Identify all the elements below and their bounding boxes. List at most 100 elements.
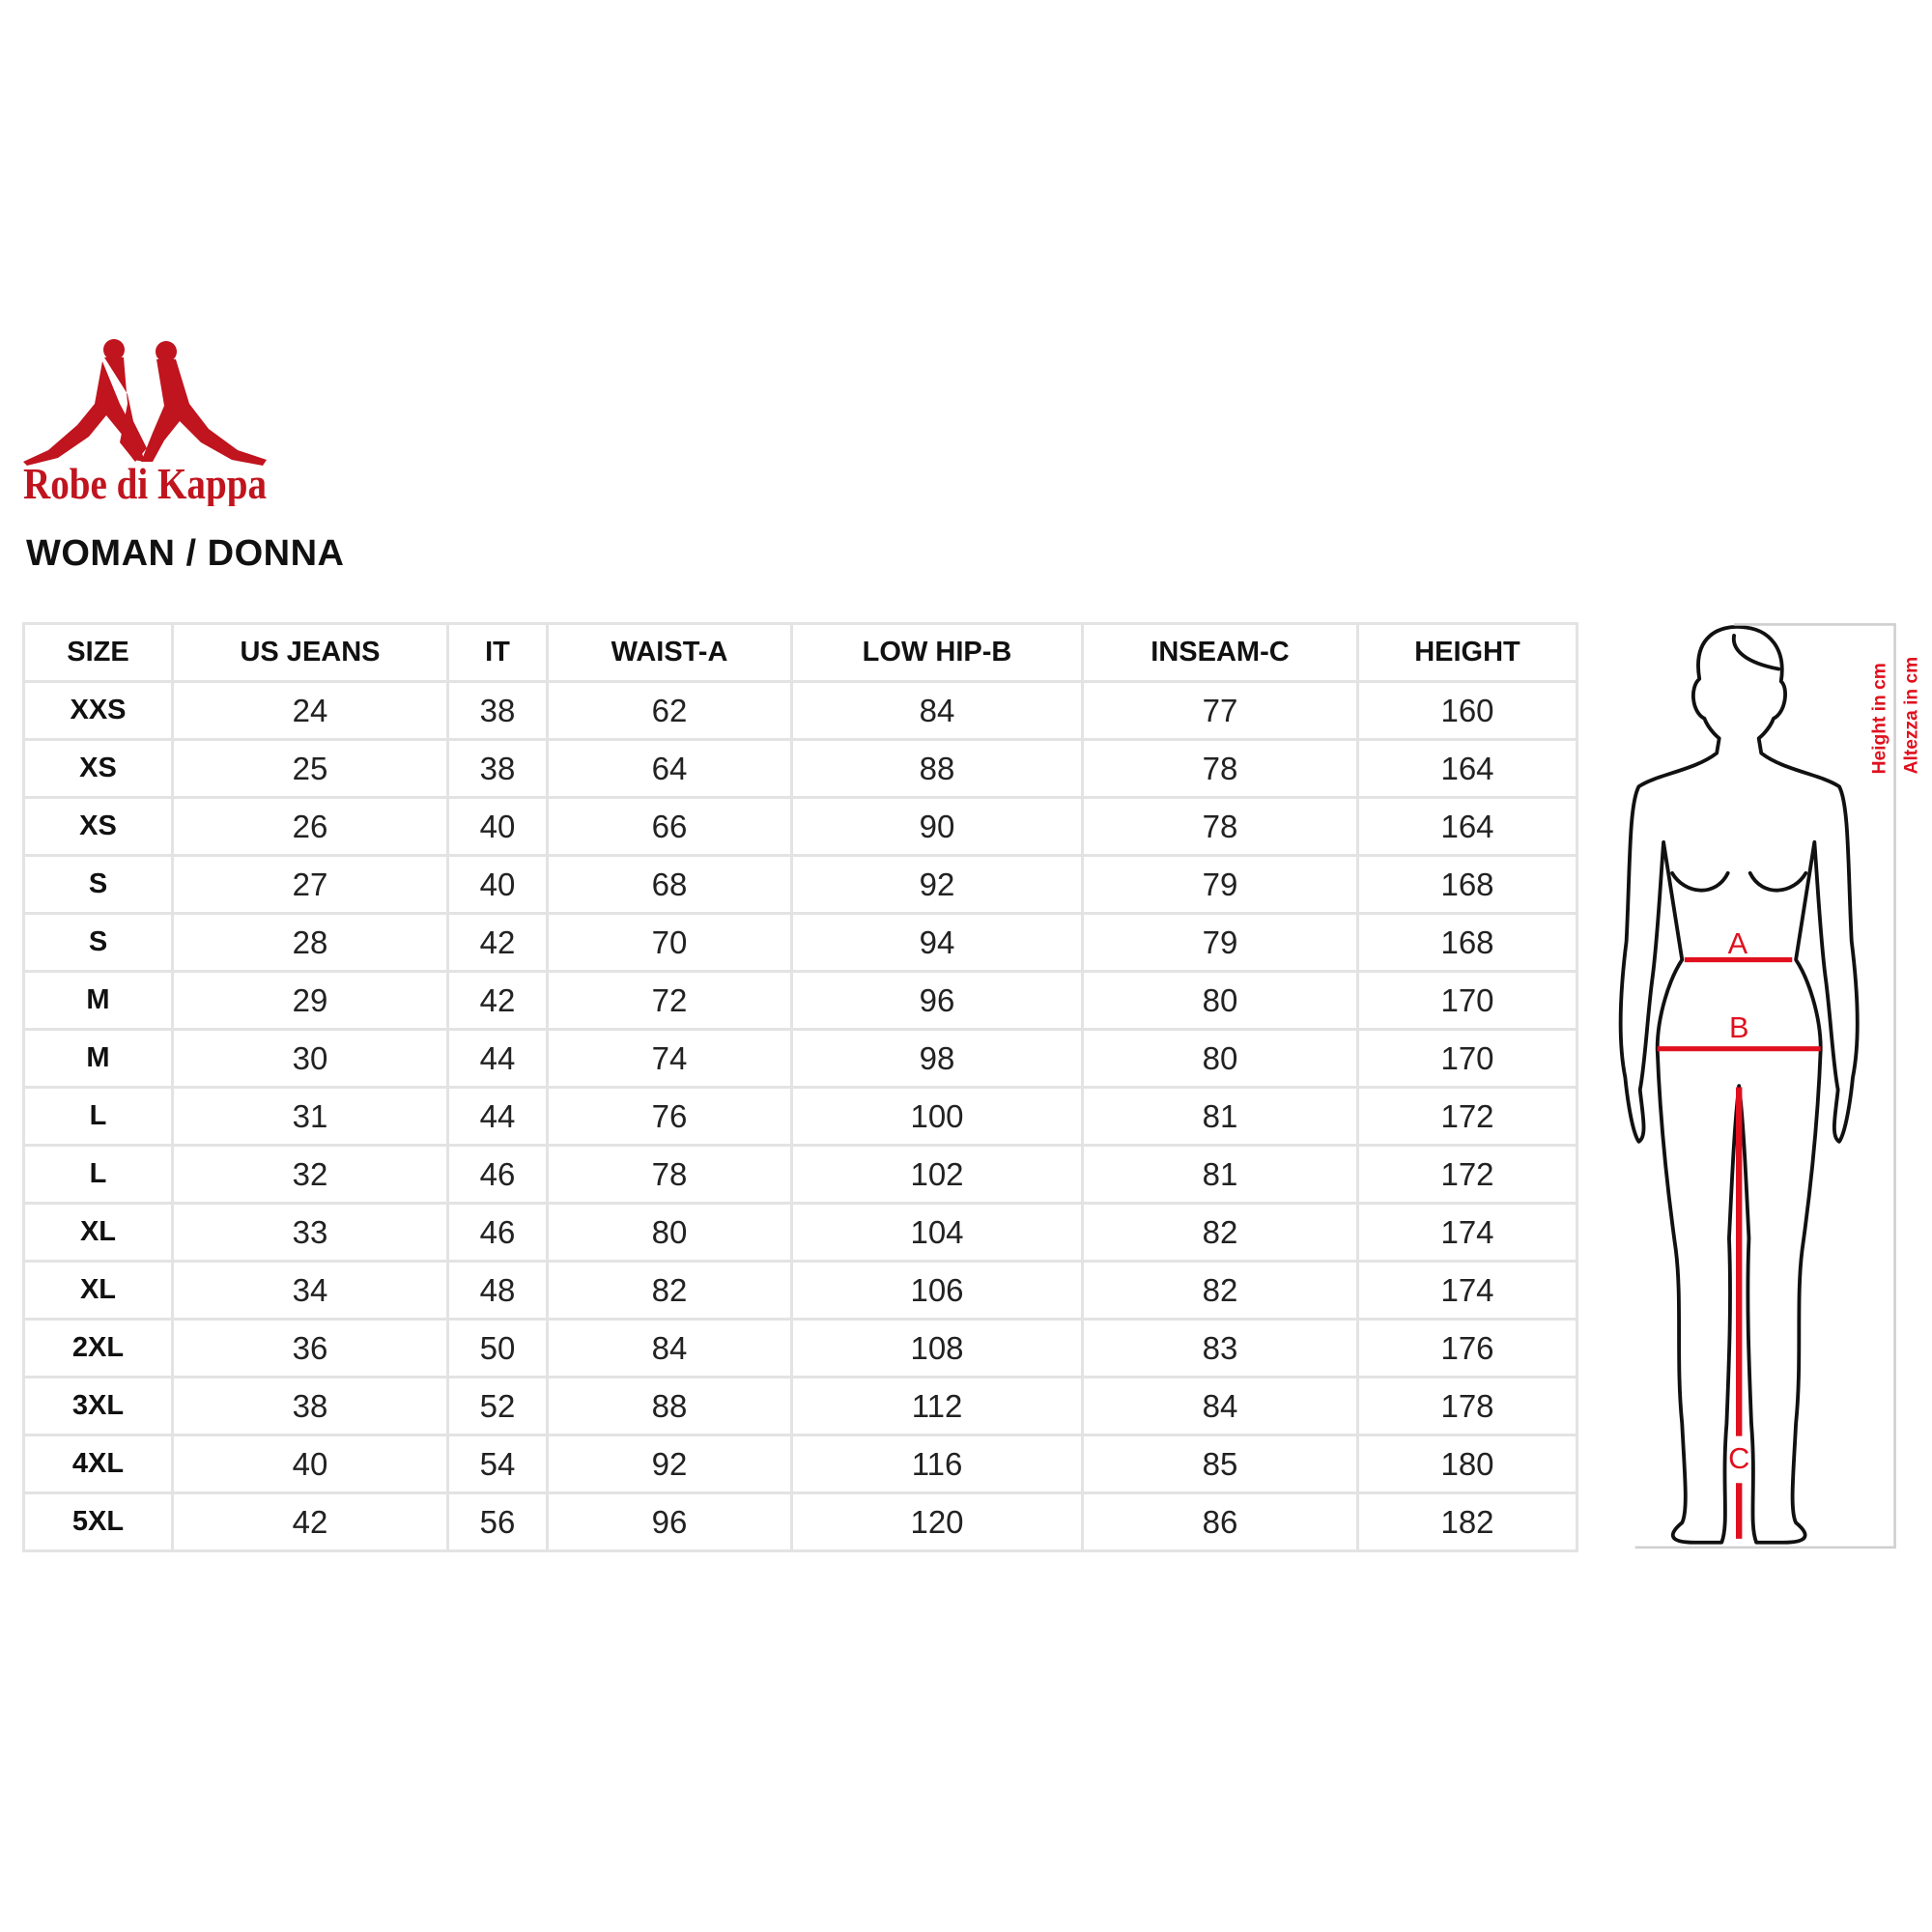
table-row: L 31 44 76 100 81 172 — [22, 1086, 1578, 1147]
size-cell: L — [22, 1086, 174, 1147]
table-cell: 120 — [790, 1492, 1084, 1552]
table-cell: 84 — [1081, 1376, 1359, 1436]
column-header-inseam-c: INSEAM-C — [1081, 622, 1359, 683]
table-cell: 116 — [790, 1434, 1084, 1494]
table-cell: 174 — [1356, 1260, 1578, 1321]
table-cell: 29 — [171, 970, 449, 1031]
column-header-waist-a: WAIST-A — [546, 622, 793, 683]
table-cell: 102 — [790, 1144, 1084, 1205]
table-cell: 172 — [1356, 1144, 1578, 1205]
table-cell: 52 — [446, 1376, 549, 1436]
table-cell: 96 — [790, 970, 1084, 1031]
table-cell: 81 — [1081, 1086, 1359, 1147]
size-cell: XS — [22, 796, 174, 857]
table-cell: 78 — [1081, 738, 1359, 799]
page-title: WOMAN / DONNA — [26, 533, 345, 574]
table-cell: 40 — [171, 1434, 449, 1494]
table-cell: 168 — [1356, 912, 1578, 973]
table-cell: 32 — [171, 1144, 449, 1205]
table-cell: 48 — [446, 1260, 549, 1321]
table-cell: 172 — [1356, 1086, 1578, 1147]
table-cell: 77 — [1081, 680, 1359, 741]
table-cell: 42 — [446, 970, 549, 1031]
table-row: 4XL 40 54 92 116 85 180 — [22, 1434, 1578, 1494]
table-cell: 170 — [1356, 1028, 1578, 1089]
table-cell: 44 — [446, 1086, 549, 1147]
table-cell: 78 — [1081, 796, 1359, 857]
table-cell: 85 — [1081, 1434, 1359, 1494]
table-cell: 70 — [546, 912, 793, 973]
size-cell: S — [22, 912, 174, 973]
column-header-height: HEIGHT — [1356, 622, 1578, 683]
table-cell: 26 — [171, 796, 449, 857]
table-cell: 98 — [790, 1028, 1084, 1089]
table-cell: 92 — [790, 854, 1084, 915]
height-label-en: Height in cm — [1869, 663, 1889, 774]
table-cell: 62 — [546, 680, 793, 741]
table-cell: 42 — [446, 912, 549, 973]
measurement-guides: A B C — [1657, 926, 1821, 1539]
height-label-it: Altezza in cm — [1902, 657, 1922, 775]
table-cell: 72 — [546, 970, 793, 1031]
table-cell: 176 — [1356, 1318, 1578, 1378]
table-cell: 28 — [171, 912, 449, 973]
table-cell: 76 — [546, 1086, 793, 1147]
table-row: M 30 44 74 98 80 170 — [22, 1028, 1578, 1089]
table-cell: 68 — [546, 854, 793, 915]
table-row: S 28 42 70 94 79 168 — [22, 912, 1578, 973]
table-cell: 174 — [1356, 1202, 1578, 1263]
column-header-it: IT — [446, 622, 549, 683]
size-cell: XL — [22, 1260, 174, 1321]
size-cell: M — [22, 970, 174, 1031]
size-cell: S — [22, 854, 174, 915]
column-header-us-jeans: US JEANS — [171, 622, 449, 683]
table-row: 2XL 36 50 84 108 83 176 — [22, 1318, 1578, 1378]
size-chart-table: SIZE US JEANS IT WAIST-A LOW HIP-B INSEAM-C HE… — [22, 622, 1578, 1552]
table-cell: 79 — [1081, 854, 1359, 915]
table-cell: 78 — [546, 1144, 793, 1205]
table-cell: 96 — [546, 1492, 793, 1552]
table-cell: 79 — [1081, 912, 1359, 973]
table-row: 5XL 42 56 96 120 86 182 — [22, 1492, 1578, 1552]
table-cell: 36 — [171, 1318, 449, 1378]
table-cell: 82 — [546, 1260, 793, 1321]
table-cell: 88 — [790, 738, 1084, 799]
table-cell: 82 — [1081, 1260, 1359, 1321]
table-cell: 80 — [1081, 970, 1359, 1031]
table-cell: 46 — [446, 1144, 549, 1205]
table-cell: 40 — [446, 854, 549, 915]
label-c: C — [1728, 1441, 1749, 1475]
table-cell: 80 — [1081, 1028, 1359, 1089]
size-cell: XL — [22, 1202, 174, 1263]
table-cell: 40 — [446, 796, 549, 857]
table-cell: 108 — [790, 1318, 1084, 1378]
table-header-row: SIZE US JEANS IT WAIST-A LOW HIP-B INSEAM-C HE… — [22, 622, 1578, 683]
table-cell: 100 — [790, 1086, 1084, 1147]
table-cell: 164 — [1356, 796, 1578, 857]
table-cell: 94 — [790, 912, 1084, 973]
label-b: B — [1729, 1010, 1749, 1044]
table-row: XS 25 38 64 88 78 164 — [22, 738, 1578, 799]
table-row: XS 26 40 66 90 78 164 — [22, 796, 1578, 857]
table-cell: 27 — [171, 854, 449, 915]
table-cell: 106 — [790, 1260, 1084, 1321]
table-cell: 42 — [171, 1492, 449, 1552]
table-cell: 170 — [1356, 970, 1578, 1031]
table-cell: 74 — [546, 1028, 793, 1089]
label-a: A — [1728, 926, 1748, 960]
table-cell: 30 — [171, 1028, 449, 1089]
size-cell: XXS — [22, 680, 174, 741]
table-cell: 38 — [446, 738, 549, 799]
table-cell: 46 — [446, 1202, 549, 1263]
table-cell: 182 — [1356, 1492, 1578, 1552]
table-row: XL 33 46 80 104 82 174 — [22, 1202, 1578, 1263]
robe-di-kappa-logo: Robe di Kappa — [23, 339, 267, 506]
table-cell: 80 — [546, 1202, 793, 1263]
size-cell: 4XL — [22, 1434, 174, 1494]
size-cell: M — [22, 1028, 174, 1089]
table-cell: 66 — [546, 796, 793, 857]
woman-silhouette-icon — [1618, 625, 1860, 1545]
table-cell: 83 — [1081, 1318, 1359, 1378]
table-cell: 84 — [790, 680, 1084, 741]
table-cell: 56 — [446, 1492, 549, 1552]
